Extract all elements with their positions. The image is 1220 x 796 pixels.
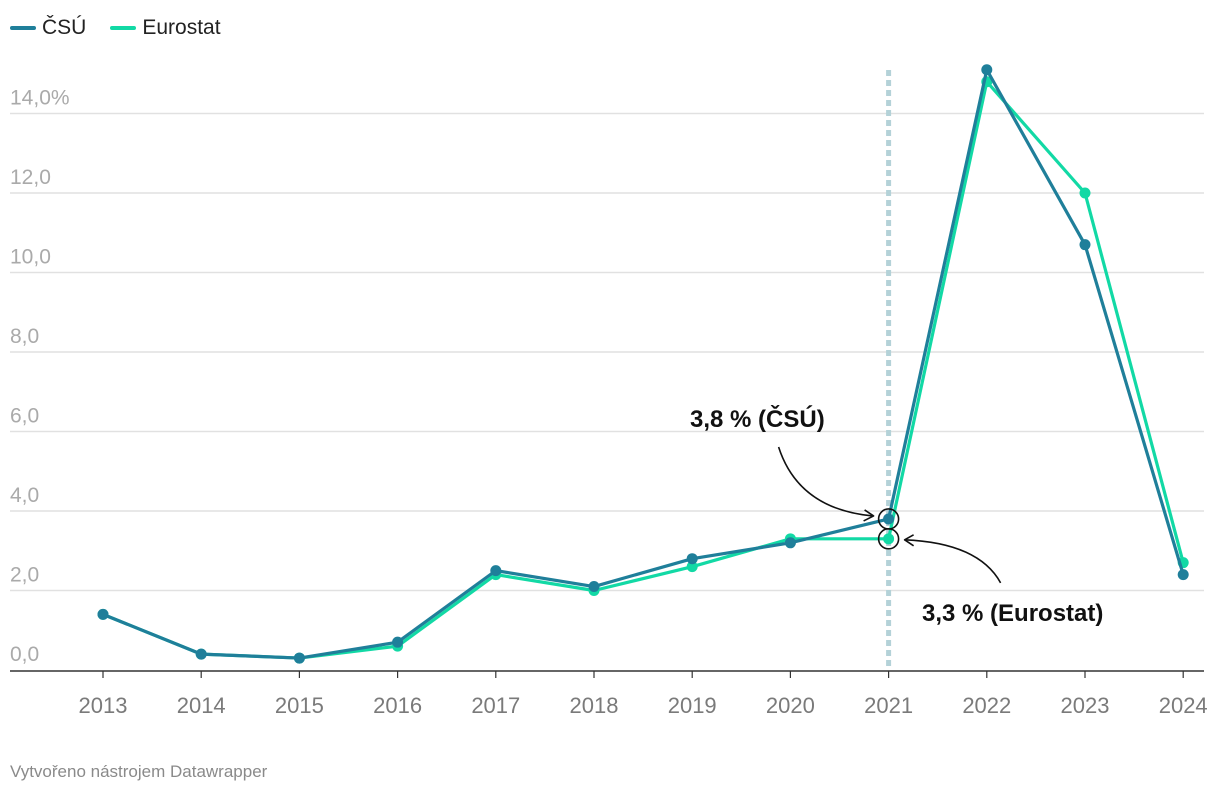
data-point-csu [392,636,404,648]
legend-label-csu: ČSÚ [42,16,87,39]
annotation-arrow [904,539,1002,584]
data-point-eurostat [883,533,895,545]
annotation-arrow [777,446,873,517]
data-point-csu [1079,239,1091,251]
x-tick-label: 2016 [373,693,422,718]
x-tick-label: 2017 [471,693,520,718]
x-tick-label: 2023 [1061,693,1110,718]
data-point-csu [97,608,109,620]
legend-label-eurostat: Eurostat [142,16,221,39]
data-point-csu [1177,569,1189,581]
series-line-csu [101,68,1185,660]
data-point-csu [490,565,502,577]
legend-item-csu: ČSÚ [10,16,86,40]
annotation-ring [877,528,900,550]
y-tick-label: 8,0 [10,325,39,348]
annotation-arrowhead [903,534,915,547]
annotation-arrowhead [863,509,875,522]
data-point-csu [784,537,796,549]
data-point-csu [293,652,305,664]
x-tick-label: 2014 [177,693,226,718]
y-tick-label: 10,0 [10,246,51,269]
y-tick-label: 6,0 [10,405,39,428]
data-point-csu [686,553,698,565]
y-tick-label: 4,0 [10,484,39,507]
y-tick-label: 0,0 [10,643,39,666]
footer-credit: Vytvořeno nástrojem Datawrapper [10,762,268,781]
annotation-label: 3,3 % (Eurostat) [922,600,1103,627]
data-point-csu [195,648,207,660]
legend-swatch-eurostat [110,26,137,30]
x-tick-label: 2020 [766,693,815,718]
legend: ČSÚ Eurostat [10,16,221,40]
data-point-eurostat [686,561,698,573]
x-tick-label: 2018 [570,693,619,718]
data-point-eurostat [1079,187,1091,199]
x-tick-label: 2013 [79,693,128,718]
x-tick-label: 2015 [275,693,324,718]
x-tick-label: 2019 [668,693,717,718]
x-tick-label: 2021 [864,693,913,718]
data-point-csu [981,64,993,76]
legend-item-eurostat: Eurostat [110,16,221,40]
x-tick-label: 2022 [962,693,1011,718]
x-tick-label: 2024 [1159,693,1208,718]
data-point-csu [588,581,600,593]
y-tick-label: 12,0 [10,166,51,189]
annotation-label: 3,8 % (ČSÚ) [690,405,825,433]
legend-swatch-csu [10,26,36,30]
data-point-csu [883,513,895,525]
y-tick-label: 2,0 [10,564,39,587]
y-tick-label: 14,0% [10,87,70,110]
